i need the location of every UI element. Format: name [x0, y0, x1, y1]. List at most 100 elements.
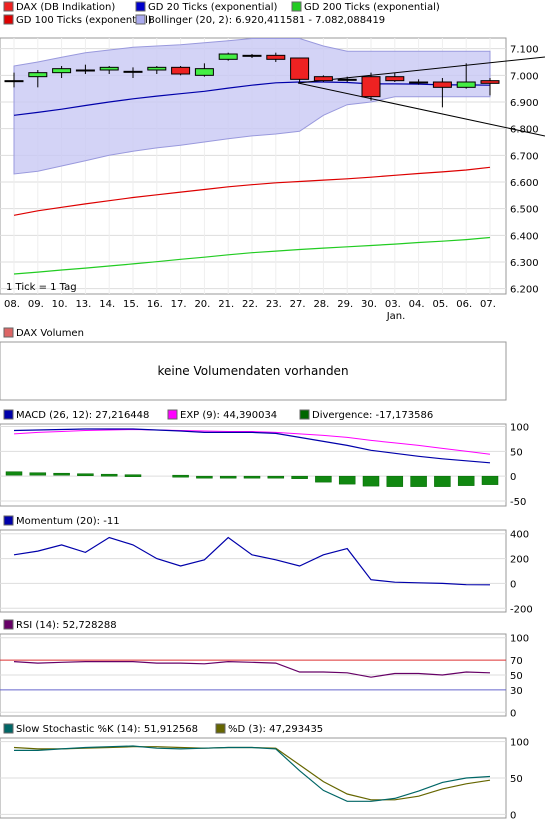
candles — [4, 52, 500, 108]
y-tick-label: 7.100 — [510, 45, 539, 56]
y-tick-label: 100 — [510, 738, 529, 749]
x-tick-label: 28. — [313, 299, 329, 310]
x-tick-label: 09. — [28, 299, 44, 310]
candle-body — [4, 80, 24, 83]
x-tick-label: 27. — [290, 299, 306, 310]
candle-body — [194, 68, 214, 76]
legend-swatch — [299, 409, 310, 420]
macd-lines — [13, 428, 491, 464]
y-tick-label: 6.800 — [510, 125, 539, 136]
divergence-bar — [410, 475, 427, 487]
candle-body — [218, 53, 238, 60]
x-tick-label: 10. — [52, 299, 68, 310]
legend-label: Divergence: -17,173586 — [312, 410, 433, 421]
candle-body — [123, 70, 143, 73]
x-tick-label: 30. — [361, 299, 377, 310]
tick-note: 1 Tick = 1 Tag — [6, 282, 77, 293]
legend-label: GD 20 Ticks (exponential) — [148, 2, 277, 13]
stochastic-y-ticks: 100 50 0 — [510, 738, 529, 822]
candle-body — [337, 78, 357, 81]
divergence-bar — [196, 475, 213, 479]
stochastic-panel: Slow Stochastic %K (14): 51,912568 %D (3)… — [0, 723, 529, 822]
candle-body — [171, 66, 191, 75]
momentum-line — [13, 536, 491, 586]
candle-body — [409, 81, 429, 84]
rsi-y-ticks: 100 50 0 70 30 — [510, 634, 529, 720]
x-tick-label: 07. — [480, 299, 496, 310]
volume-panel: DAX Volumen — [0, 327, 507, 401]
rsi-gridlines — [0, 637, 506, 713]
y-tick-label: 200 — [510, 555, 529, 566]
y-tick-label: 6.300 — [510, 258, 539, 269]
gd100-line — [13, 166, 491, 216]
x-tick-label: 14. — [99, 299, 115, 310]
y-tick-label: 50 — [510, 774, 523, 785]
trend-lines — [297, 56, 545, 137]
x-tick-label: 21. — [218, 299, 234, 310]
date-x-ticks: 08. 09. 10. 13. 14. 15. 16. 17. 20. 21. 22. 23. 27. 2… — [4, 299, 496, 310]
macd-plot-area — [0, 423, 507, 507]
divergence-bar — [29, 472, 47, 476]
divergence-bar — [457, 475, 475, 486]
momentum-plot-area — [0, 529, 507, 613]
candle-body — [147, 66, 167, 71]
legend-label: GD 200 Ticks (exponential) — [304, 2, 440, 13]
x-tick-label: 13. — [75, 299, 91, 310]
divergence-bar — [172, 474, 189, 478]
x-tick-label: 20. — [194, 299, 210, 310]
legend-swatch — [291, 1, 302, 12]
candle-body — [28, 72, 48, 78]
legend-swatch — [135, 1, 146, 12]
divergence-bar — [338, 475, 356, 485]
momentum-legend: Momentum (20): -11 — [3, 515, 120, 527]
legend-label: Momentum (20): -11 — [16, 516, 120, 527]
candle-body — [480, 80, 500, 84]
x-tick-label: 29. — [337, 299, 353, 310]
candle-body — [385, 76, 405, 82]
momentum-line — [13, 536, 491, 586]
candle-body — [242, 54, 262, 57]
x-tick-label: 08. — [4, 299, 20, 310]
legend-swatch — [3, 723, 14, 734]
y-tick-label: 0 — [510, 708, 516, 719]
legend-swatch — [215, 723, 226, 734]
x-tick-label: 22. — [242, 299, 258, 310]
x-tick-label: 06. — [456, 299, 472, 310]
divergence-bar — [100, 473, 118, 477]
y-tick-label: 6.900 — [510, 98, 539, 109]
macd-y-ticks: 100 50 0 -50 — [510, 422, 529, 508]
candle-body — [75, 69, 95, 72]
candle-body — [266, 54, 286, 60]
month-label: Jan. — [386, 311, 406, 322]
y-tick-label: 6.200 — [510, 285, 539, 296]
price-y-ticks: 7.100 7.000 6.900 6.800 6.700 6.600 6.500 6.400… — [510, 45, 539, 296]
rsi-panel: RSI (14): 52,728288 100 50 0 70 30 — [0, 619, 529, 720]
y-tick-label: -200 — [510, 604, 533, 615]
legend-swatch — [3, 409, 14, 420]
y-tick-label: -50 — [510, 497, 526, 508]
legend-label: %D (3): 47,293435 — [228, 724, 323, 735]
momentum-panel: Momentum (20): -11 400 200 0 -200 — [0, 515, 533, 615]
macd-panel: MACD (26, 12): 27,216448 EXP (9): 44,3900… — [0, 409, 529, 508]
x-tick-label: 23. — [266, 299, 282, 310]
exp-line — [13, 428, 491, 455]
legend-label: RSI (14): 52,728288 — [16, 620, 117, 631]
rsi-line — [13, 660, 491, 678]
rsi-level-label: 70 — [510, 656, 523, 667]
y-tick-label: 6.700 — [510, 151, 539, 162]
y-tick-label: 6.400 — [510, 231, 539, 242]
legend-label: Bollinger (20, 2): 6.920,411581 - 7.082,… — [148, 15, 385, 26]
divergence-bar — [124, 474, 142, 477]
legend-label: MACD (26, 12): 27,216448 — [16, 410, 149, 421]
divergence-bar — [243, 475, 261, 479]
x-tick-label: 17. — [171, 299, 187, 310]
candle-body — [99, 66, 119, 71]
x-tick-label: 03. — [385, 299, 401, 310]
volume-plot-area — [0, 341, 507, 401]
y-tick-label: 0 — [510, 810, 516, 821]
candle-body — [52, 68, 72, 74]
y-tick-label: 6.500 — [510, 205, 539, 216]
y-tick-label: 50 — [510, 447, 523, 458]
y-tick-label: 0 — [510, 579, 516, 590]
